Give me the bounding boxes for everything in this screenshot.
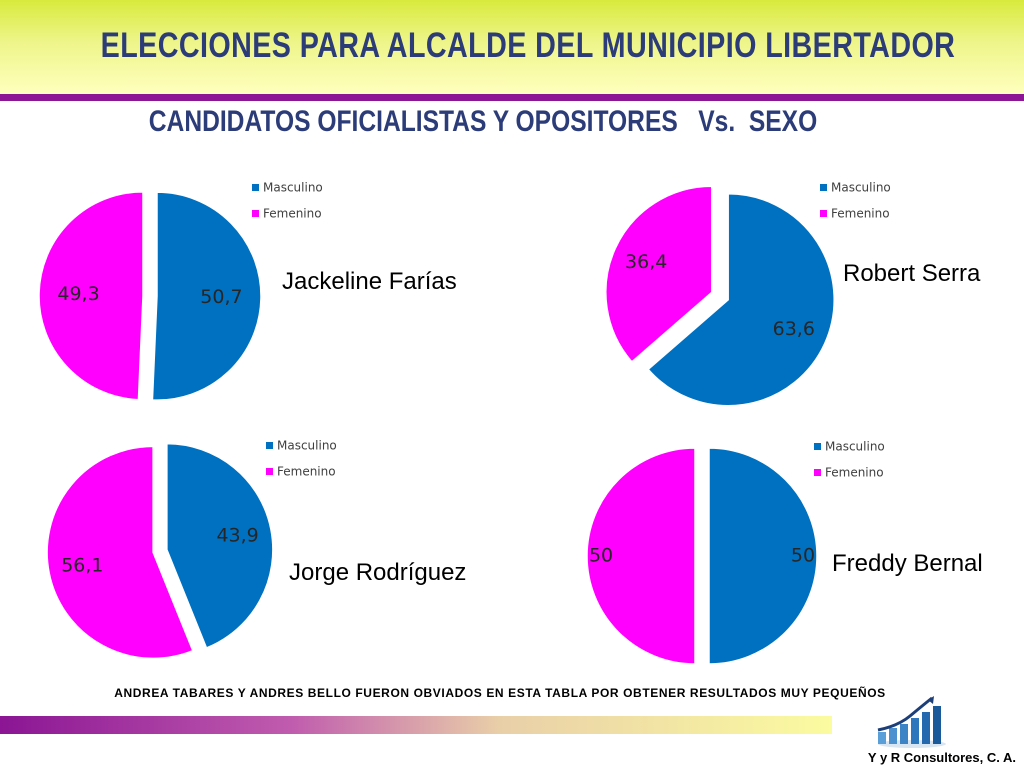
- pie-slice-masculino: [708, 447, 818, 665]
- header-stripe: [0, 94, 1024, 101]
- pie-slice-masculino: [151, 191, 262, 401]
- legend-swatch-masculino: [252, 184, 259, 191]
- legend-swatch-femenino: [814, 469, 821, 476]
- data-label-femenino: 50: [589, 545, 613, 567]
- legend-label-masculino: Masculino: [263, 181, 323, 195]
- candidate-name-jorge-rodriguez: Jorge Rodríguez: [289, 559, 467, 586]
- pie-slice-femenino: [46, 445, 194, 660]
- pie-slice-femenino: [605, 185, 713, 363]
- candidate-name-robert-serra: Robert Serra: [843, 260, 981, 287]
- pie-slice-masculino: [166, 442, 274, 649]
- data-label-masculino: 50,7: [200, 286, 242, 308]
- data-label-masculino: 50: [791, 545, 815, 567]
- page-subtitle: CANDIDATOS OFICIALISTAS Y OPOSITORES Vs.…: [148, 105, 818, 138]
- legend-swatch-masculino: [820, 184, 827, 191]
- page-title: ELECCIONES PARA ALCALDE DEL MUNICIPIO LI…: [100, 26, 956, 65]
- legend-label-masculino: Masculino: [831, 181, 891, 195]
- candidate-name-jackeline-farias: Jackeline Farías: [282, 268, 457, 295]
- candidate-name-freddy-bernal: Freddy Bernal: [832, 550, 983, 577]
- pie-slice-femenino: [38, 191, 144, 401]
- legend-swatch-femenino: [820, 210, 827, 217]
- pie-slice-femenino: [586, 447, 696, 665]
- legend-swatch-masculino: [266, 442, 273, 449]
- legend-swatch-femenino: [252, 210, 259, 217]
- legend-label-femenino: Femenino: [277, 465, 336, 479]
- data-label-masculino: 63,6: [773, 318, 815, 340]
- legend-swatch-masculino: [814, 443, 821, 450]
- legend-label-femenino: Femenino: [825, 466, 884, 480]
- legend-label-femenino: Femenino: [263, 207, 322, 221]
- data-label-femenino: 56,1: [61, 555, 103, 577]
- pie-slice-masculino: [647, 192, 835, 407]
- legend-swatch-femenino: [266, 468, 273, 475]
- growth-chart-logo-icon: [877, 696, 946, 748]
- company-name: Y y R Consultores, C. A.: [867, 750, 1016, 765]
- legend-label-masculino: Masculino: [277, 439, 337, 453]
- header-band: [0, 0, 1024, 94]
- legend-label-masculino: Masculino: [825, 440, 885, 454]
- data-label-femenino: 36,4: [625, 251, 667, 273]
- data-label-masculino: 43,9: [216, 524, 258, 546]
- footnote: ANDREA TABARES Y ANDRES BELLO FUERON OBV…: [114, 686, 886, 700]
- footer-bar: [0, 716, 832, 734]
- data-label-femenino: 49,3: [57, 283, 99, 305]
- legend-label-femenino: Femenino: [831, 207, 890, 221]
